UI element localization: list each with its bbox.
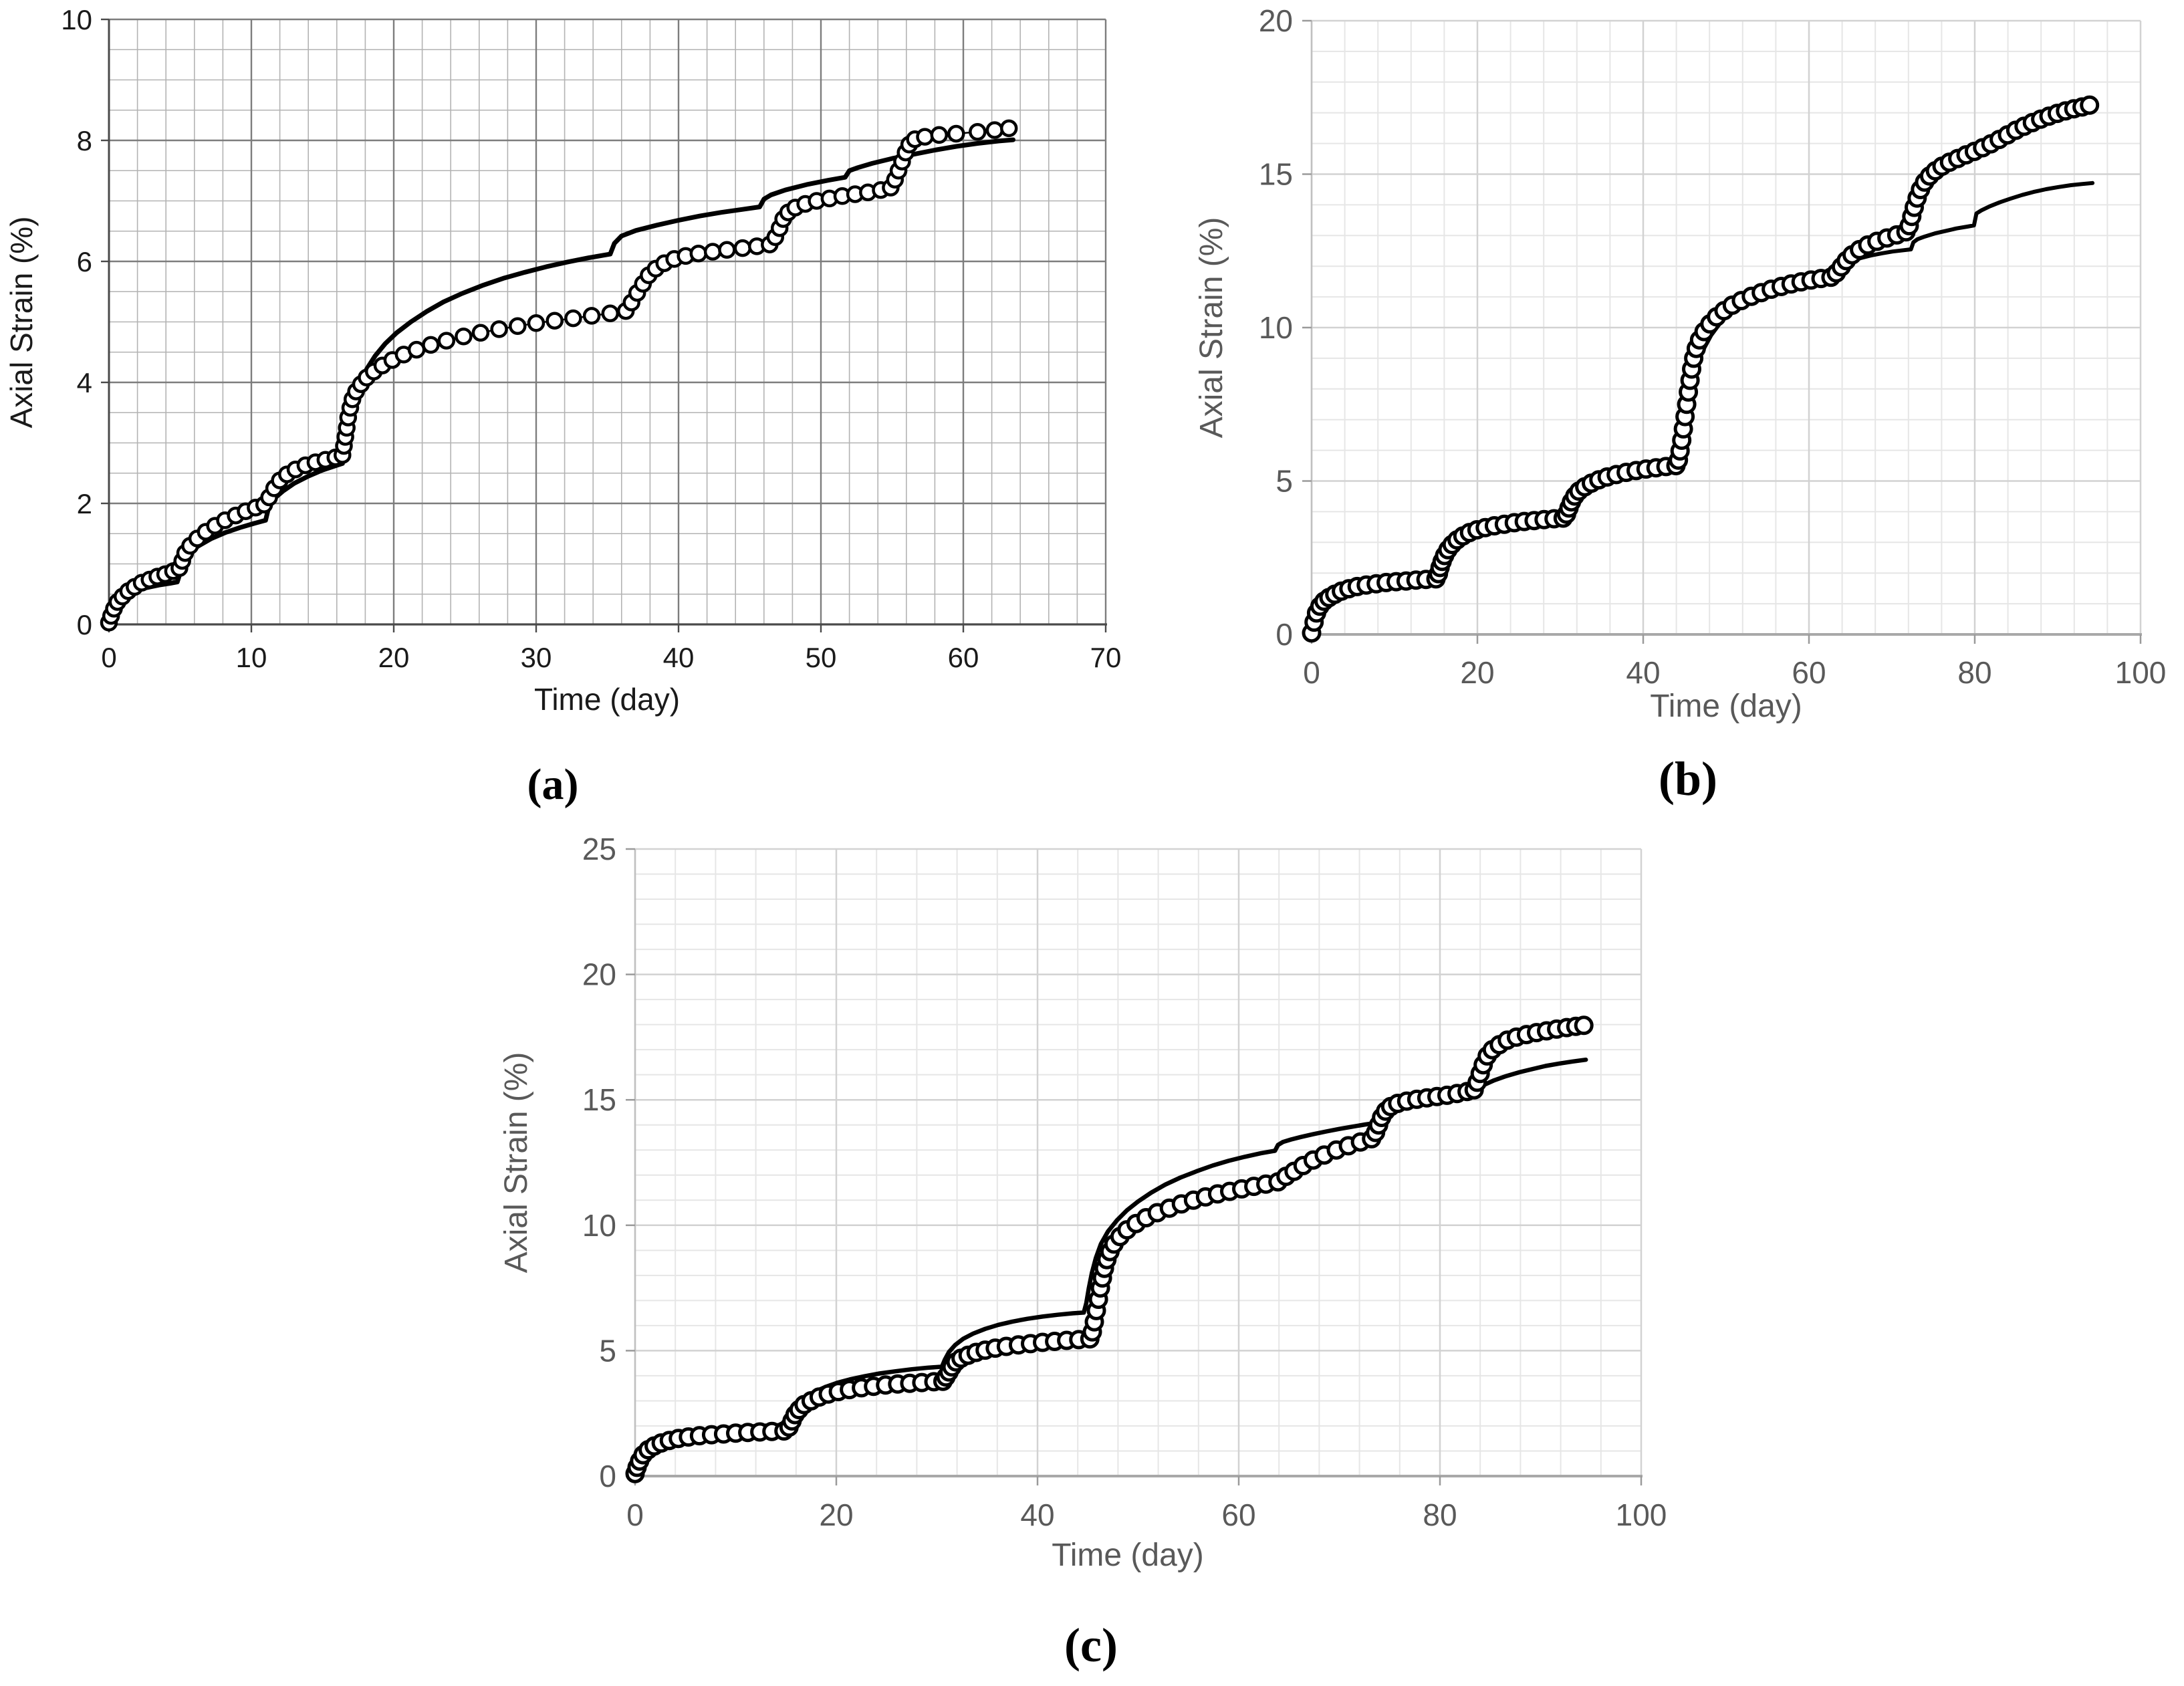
grid-minor-a: [108, 19, 1106, 625]
axes-a: [108, 19, 1107, 626]
svg-text:20: 20: [378, 642, 410, 673]
x-axis-title-a: Time (day): [534, 682, 680, 717]
x-tick-labels-a: 0 10 20 30 40 50 60 70: [101, 642, 1121, 673]
grid-major-c: [634, 848, 1643, 1477]
svg-text:40: 40: [1020, 1497, 1054, 1532]
x-axis-title-c: Time (day): [1052, 1538, 1204, 1573]
y-axis-title-b: Axial Strain (%): [1194, 217, 1229, 439]
svg-text:15: 15: [582, 1082, 616, 1117]
x-tick-labels-b: 0 20 40 60 80 100: [1303, 655, 2166, 690]
svg-text:80: 80: [1423, 1497, 1457, 1532]
svg-text:40: 40: [1626, 655, 1660, 690]
svg-text:10: 10: [61, 4, 92, 35]
svg-text:50: 50: [806, 642, 837, 673]
svg-text:60: 60: [948, 642, 979, 673]
caption-c: (c): [1064, 1618, 1118, 1672]
y-axis-title-c: Axial Strain (%): [499, 1052, 534, 1274]
svg-text:10: 10: [582, 1208, 616, 1243]
grid-minor-c: [634, 848, 1642, 1477]
svg-text:0: 0: [599, 1459, 616, 1493]
svg-text:80: 80: [1957, 655, 1991, 690]
svg-text:10: 10: [236, 642, 267, 673]
svg-text:10: 10: [1259, 310, 1293, 345]
series-connector-line: [108, 127, 1009, 623]
svg-text:0: 0: [626, 1497, 644, 1532]
series-circles-c: [625, 1015, 1594, 1483]
tick-marks-b: [1302, 19, 2142, 644]
svg-text:8: 8: [77, 125, 92, 156]
svg-text:5: 5: [599, 1333, 616, 1368]
svg-text:0: 0: [1303, 655, 1320, 690]
chart-a-plot: 0 10 20 30 40 50 60 70 0 2 4 6 8 10 Time (day) Axial St…: [4, 4, 1121, 717]
svg-text:60: 60: [1792, 655, 1826, 690]
series-circles-b: [1302, 95, 2100, 643]
tick-marks-c: [626, 848, 1643, 1485]
svg-text:20: 20: [582, 957, 616, 992]
axes-c: [634, 849, 1643, 1477]
y-axis-title-a: Axial Strain (%): [4, 217, 39, 429]
svg-text:60: 60: [1221, 1497, 1255, 1532]
x-tick-labels-c: 0 20 40 60 80 100: [626, 1497, 1667, 1532]
chart-c-plot: 0 20 40 60 80 100 0 5 10 15 20 25 Time (day) Axial St…: [499, 832, 1667, 1573]
svg-text:5: 5: [1276, 464, 1293, 499]
y-tick-labels-c: 0 5 10 15 20 25: [582, 832, 616, 1493]
svg-text:25: 25: [582, 832, 616, 866]
tick-marks-a: [101, 18, 1107, 632]
y-tick-labels-a: 0 2 4 6 8 10: [61, 4, 92, 640]
x-axis-title-b: Time (day): [1650, 689, 1802, 724]
svg-text:15: 15: [1259, 157, 1293, 192]
svg-text:0: 0: [1276, 617, 1293, 652]
svg-text:20: 20: [1259, 3, 1293, 38]
caption-b: (b): [1659, 752, 1717, 806]
chart-b-plot: 0 20 40 60 80 100 0 5 10 15 20 Time (day) Axial Stra…: [1194, 3, 2166, 724]
svg-text:20: 20: [819, 1497, 853, 1532]
svg-text:6: 6: [77, 246, 92, 277]
series-circles-a: [100, 119, 1018, 632]
svg-text:70: 70: [1090, 642, 1122, 673]
svg-text:100: 100: [1616, 1497, 1667, 1532]
y-tick-labels-b: 0 5 10 15 20: [1259, 3, 1293, 652]
svg-text:100: 100: [2115, 655, 2167, 690]
svg-text:30: 30: [521, 642, 552, 673]
svg-text:0: 0: [77, 609, 92, 640]
svg-text:20: 20: [1460, 655, 1494, 690]
svg-text:2: 2: [77, 488, 92, 519]
svg-text:0: 0: [101, 642, 116, 673]
caption-a: (a): [527, 760, 579, 809]
svg-text:4: 4: [77, 367, 92, 398]
svg-text:40: 40: [663, 642, 695, 673]
